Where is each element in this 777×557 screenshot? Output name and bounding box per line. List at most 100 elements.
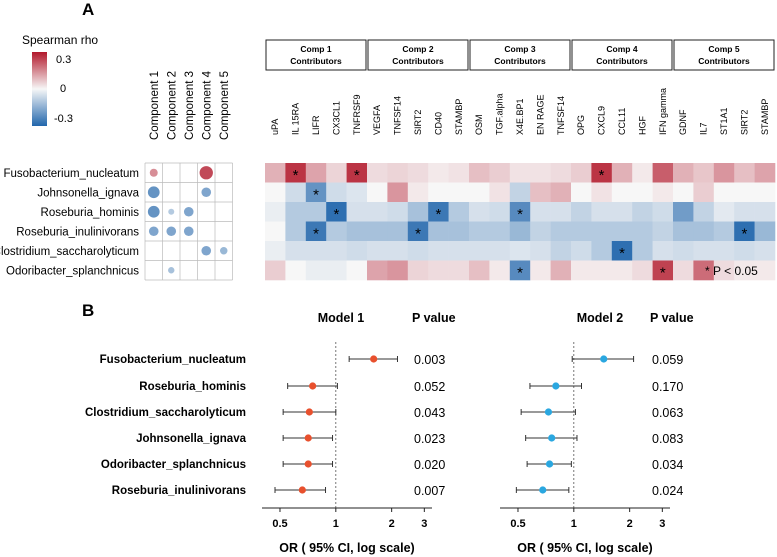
odds-ratio-point [298, 486, 306, 494]
heatmap-cell [713, 241, 735, 261]
marker-label: TNFSF14 [556, 96, 566, 135]
bacteria-label: Johnsonella_ignava [37, 187, 139, 199]
heatmap-cell [346, 241, 368, 261]
marker-label: SIRT2 [413, 110, 423, 135]
heatmap-cell [265, 202, 286, 222]
marker-label: STAMBP [454, 99, 464, 135]
component-label: Component 2 [166, 71, 178, 140]
significance-star: * [599, 167, 605, 184]
heatmap-cell [407, 221, 429, 242]
heatmap-cell [305, 241, 327, 261]
heatmap-cell [571, 163, 592, 183]
significance-star: * [517, 264, 523, 281]
significance-star: * [660, 264, 666, 281]
heatmap-cell [489, 260, 511, 281]
marker-label: TNFRSF9 [352, 95, 362, 136]
heatmap-cell [571, 260, 592, 281]
pvalue-text: 0.034 [652, 458, 683, 472]
legend-tick-max: 0.3 [56, 54, 71, 66]
heatmap-cell [734, 163, 755, 183]
heatmap-cell [611, 163, 633, 183]
heatmap-cell [326, 182, 347, 203]
bacteria-label: Fusobacterium_nucleatum [3, 168, 139, 180]
group-header-name: Comp 5 [708, 44, 739, 54]
heatmap-cell [632, 260, 653, 281]
heatmap-cell [611, 260, 633, 281]
heatmap-cell [611, 241, 633, 261]
heatmap-cell [509, 163, 531, 183]
heatmap-cell [571, 182, 592, 203]
component-correlation-dot [220, 247, 228, 255]
legend-tick-min: -0.3 [54, 113, 73, 125]
heatmap-cell [367, 241, 388, 261]
marker-label: IFN gamma [658, 88, 668, 135]
heatmap-cell [265, 182, 286, 203]
component-correlation-dot [201, 187, 212, 198]
heatmap-cell [530, 221, 551, 242]
heatmap-cell [632, 202, 653, 222]
group-header-box [673, 39, 775, 71]
heatmap-cell [509, 202, 531, 222]
heatmap-cell [734, 260, 755, 281]
pvalue-text: 0.043 [414, 406, 445, 420]
heatmap-cell [407, 241, 429, 261]
marker-label: LIFR [311, 115, 321, 135]
heatmap-cell [387, 182, 409, 203]
heatmap-cell [285, 221, 307, 242]
heatmap-cell [367, 182, 388, 203]
heatmap-cell [387, 241, 409, 261]
heatmap-cell [448, 182, 470, 203]
heatmap-cell [305, 182, 327, 203]
heatmap-cell [713, 221, 735, 242]
heatmap-cell [530, 182, 551, 203]
bacteria-label: Odoribacter_splanchnicus [6, 265, 139, 277]
heatmap-cell [693, 182, 715, 203]
heatmap-cell [469, 241, 490, 261]
heatmap-cell [428, 202, 449, 222]
heatmap-cell [489, 182, 511, 203]
heatmap-cell [469, 182, 490, 203]
group-header-sub: Contributors [698, 56, 750, 66]
heatmap-cell [489, 221, 511, 242]
heatmap-cell [407, 202, 429, 222]
forest-plot-model-2: Model 2 P value 0.5 1 2 3 OR ( 95% CI, log sca… [500, 311, 694, 555]
group-header-name: Comp 2 [402, 44, 433, 54]
heatmap-cell [550, 163, 572, 183]
marker-label: IL7 [699, 122, 709, 135]
marker-label: STAMBP [760, 99, 770, 135]
significance-star: * [293, 167, 299, 184]
pvalue-text: 0.003 [414, 353, 445, 367]
group-header-name: Comp 1 [300, 44, 331, 54]
component-correlation-dot [149, 168, 158, 177]
heatmap-cell [285, 182, 307, 203]
significance-star: * [619, 245, 625, 262]
x-tick-label: 2 [389, 518, 395, 530]
heatmap-cell [326, 221, 347, 242]
pvalue-text: 0.063 [652, 406, 683, 420]
heatmap-cell [346, 182, 368, 203]
heatmap-cell [346, 163, 368, 183]
component-correlation-dot [168, 267, 175, 274]
heatmap-cell [632, 221, 653, 242]
component-correlation-dot [166, 226, 177, 237]
forest-row-label: Odoribacter_splanchnicus [101, 459, 246, 471]
heatmap-cell [591, 221, 613, 242]
heatmap-cell [530, 163, 551, 183]
legend-tick-zero: 0 [60, 83, 66, 95]
marker-label: uPA [270, 119, 280, 135]
marker-label: CX3CL1 [331, 101, 341, 135]
significance-star: * [313, 225, 319, 242]
heatmap-cell [611, 221, 633, 242]
heatmap-cell [469, 202, 490, 222]
component-label: Component 3 [184, 71, 196, 140]
model-title: Model 2 [577, 311, 624, 325]
heatmap-cell [673, 241, 694, 261]
group-header-name: Comp 4 [606, 44, 637, 54]
x-tick-label: 2 [627, 518, 633, 530]
pvalue-text: 0.024 [652, 484, 683, 498]
heatmap-cell [611, 202, 633, 222]
heatmap-cell [693, 221, 715, 242]
significance-star: * [435, 206, 441, 223]
heatmap-cell [305, 221, 327, 242]
significance-star: * [333, 206, 339, 223]
